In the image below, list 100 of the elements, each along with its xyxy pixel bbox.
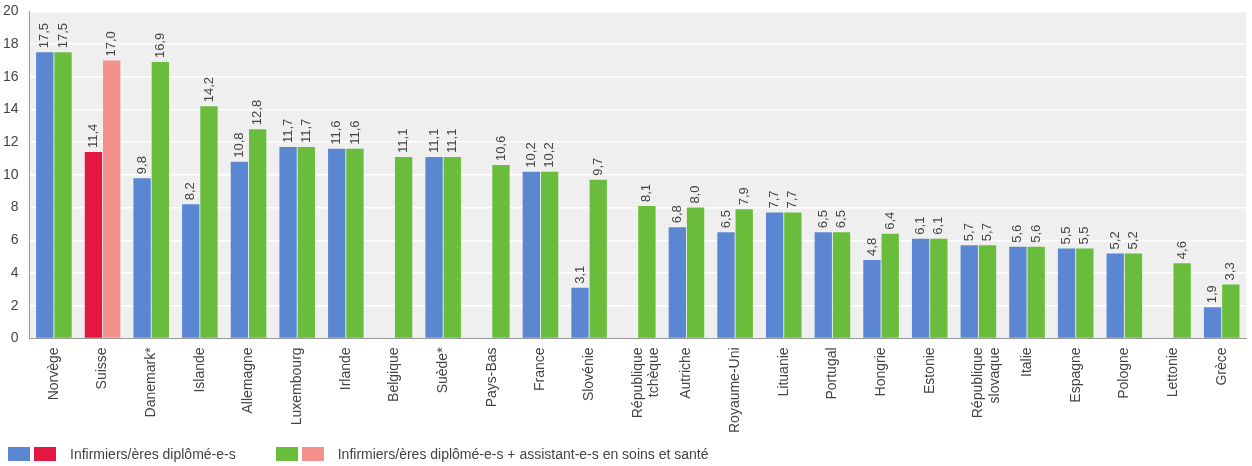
x-tick-label: Estonie (920, 347, 937, 395)
data-label: 12,8 (249, 99, 265, 126)
bar (522, 171, 541, 338)
y-tick-label: 8 (10, 198, 19, 215)
data-label: 11,4 (85, 123, 101, 149)
bar (84, 152, 103, 338)
data-label: 6,5 (833, 210, 849, 229)
bar (54, 52, 72, 338)
bar (589, 179, 607, 338)
x-tick-label: Suède* (434, 346, 451, 394)
data-label: 1,9 (1204, 285, 1220, 304)
data-label: 6,8 (668, 205, 684, 224)
bar (443, 156, 461, 338)
bar (133, 178, 151, 338)
y-tick-label: 18 (2, 34, 19, 51)
data-label: 14,2 (200, 76, 216, 103)
y-tick-label: 0 (10, 329, 19, 346)
bar (492, 165, 510, 338)
bar (978, 245, 997, 338)
data-label: 7,7 (766, 190, 782, 209)
data-label: 10,2 (522, 142, 538, 168)
data-label: 7,7 (784, 190, 800, 209)
x-tick-label: Autriche (677, 347, 694, 399)
bar (735, 209, 753, 338)
data-label: 6,5 (717, 210, 733, 229)
legend-label: Infirmiers/ères diplômé-e-s (70, 446, 236, 462)
bar (814, 232, 832, 338)
data-label: 6,4 (881, 211, 897, 230)
data-label: 9,7 (589, 157, 605, 176)
y-tick-label: 2 (10, 296, 19, 313)
data-label: 6,1 (912, 216, 928, 235)
data-label: 8,2 (182, 182, 198, 201)
legend-label: Infirmiers/ères diplômé-e-s + assistant-e-s en soins et santé (337, 446, 709, 462)
bar (717, 232, 735, 338)
data-label: 11,1 (395, 128, 411, 153)
data-label: 8,0 (687, 185, 703, 204)
bar (686, 207, 705, 338)
bar (425, 156, 443, 338)
data-label: 9,8 (133, 156, 149, 175)
bar (765, 212, 784, 338)
y-tick-label: 12 (2, 133, 19, 150)
data-label: 5,5 (1076, 226, 1092, 245)
x-tick-label: Pays-Bas (482, 347, 499, 408)
bar (1106, 253, 1124, 338)
x-tick-label: Italie (1017, 347, 1034, 377)
bar (1009, 246, 1027, 338)
data-label: 11,6 (346, 120, 362, 145)
bar (832, 232, 851, 338)
x-tick-label: Slovénie (579, 347, 596, 402)
data-label: 11,7 (279, 118, 295, 144)
x-tick-label: Luxembourg (288, 347, 305, 426)
x-tick-label: République tchèque (628, 347, 662, 419)
bar (279, 147, 297, 338)
bar (571, 287, 589, 338)
y-tick-label: 16 (2, 67, 19, 84)
bar (1057, 248, 1076, 338)
bar (151, 62, 170, 338)
x-tick-label: Espagne (1066, 347, 1083, 403)
y-tick-label: 6 (10, 231, 19, 248)
data-label: 3,3 (1222, 262, 1238, 281)
x-tick-label: Allemagne (239, 347, 256, 414)
bar (1076, 248, 1094, 338)
data-label: 11,6 (328, 120, 344, 145)
data-label: 7,9 (735, 187, 751, 206)
bar (863, 259, 881, 338)
bar (881, 233, 899, 338)
data-label: 17,5 (54, 22, 70, 49)
bar (103, 60, 121, 338)
data-label: 11,1 (443, 128, 459, 153)
bar (297, 147, 315, 338)
bar (36, 52, 54, 338)
bar (960, 245, 978, 338)
data-label: 6,1 (930, 216, 946, 235)
bar (1124, 253, 1143, 338)
x-tick-label: Norvège (44, 347, 61, 401)
x-tick-label: Lettonie (1163, 347, 1180, 398)
x-tick-label: Islande (190, 347, 207, 393)
data-label: 5,7 (979, 223, 995, 242)
bar (911, 238, 930, 338)
data-label: 5,6 (1027, 224, 1043, 243)
bar (540, 171, 559, 338)
bar (1027, 246, 1045, 338)
data-label: 6,5 (814, 210, 830, 229)
data-label: 11,1 (425, 128, 441, 153)
data-label: 10,8 (230, 132, 246, 158)
data-label: 16,9 (151, 32, 167, 59)
x-tick-label: Danemark* (142, 346, 159, 418)
x-tick-label: Grèce (1212, 347, 1229, 386)
x-tick-label: Irlande (336, 347, 353, 391)
x-tick-label: Hongrie (871, 347, 888, 397)
x-tick-label: Lituanie (774, 347, 791, 397)
bar (1203, 307, 1222, 338)
data-label: 4,8 (863, 237, 879, 256)
bar (668, 227, 686, 338)
data-label: 5,2 (1125, 231, 1141, 250)
data-label: 10,2 (541, 142, 557, 168)
bar (230, 161, 249, 338)
bar (1222, 284, 1240, 338)
bar (200, 106, 218, 338)
x-tick-label: Royaume-Uni (725, 347, 742, 434)
